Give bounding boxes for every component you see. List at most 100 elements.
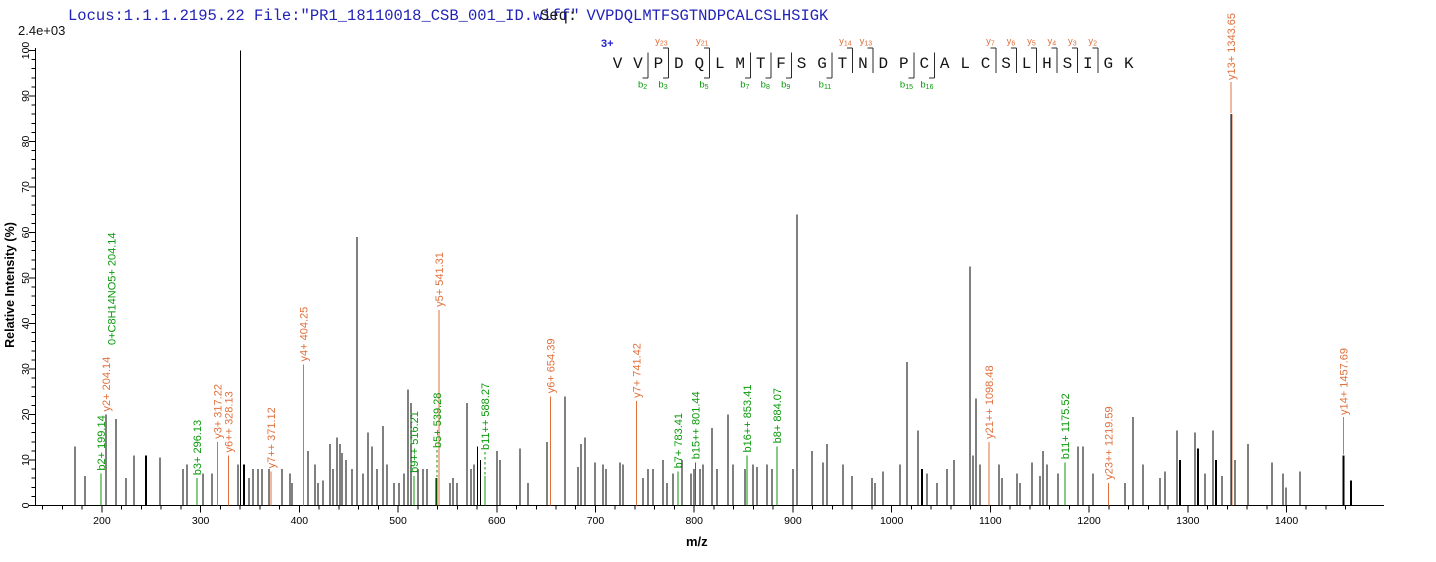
b-ion-label: b5 <box>699 80 708 92</box>
residue-letter: F <box>776 55 786 73</box>
x-tick-label: 1200 <box>1077 515 1101 527</box>
residue-letter: S <box>1001 55 1011 73</box>
peak-label: b16++ 853.41 <box>742 385 754 453</box>
residue-letter: C <box>981 55 991 73</box>
y-tick-label: 50 <box>20 272 32 284</box>
residue-letter: S <box>1063 55 1073 73</box>
y-tick-label: 60 <box>20 227 32 239</box>
residue-letter: L <box>960 55 970 73</box>
peak-label: y4+ 404.25 <box>299 307 311 362</box>
y-tick-label: 10 <box>20 454 32 466</box>
residue-letter: V <box>613 55 623 73</box>
residue-letter: C <box>919 55 929 73</box>
x-tick-label: 500 <box>389 515 407 527</box>
x-tick-label: 1300 <box>1176 515 1200 527</box>
peak-label: y5+ 541.31 <box>434 252 446 307</box>
y-tick-label: 40 <box>20 318 32 330</box>
y-ion-label: y7 <box>986 36 995 48</box>
locus-info: Locus:1.1.1.2195.22 File:"PR1_18110018_C… <box>68 7 580 25</box>
peak-label: y14+ 1457.69 <box>1338 348 1350 415</box>
peak-label: b15++ 801.44 <box>691 391 703 459</box>
seq-label: Seq: <box>540 7 587 25</box>
peptide-sequence-text: VVPDQLMTFSGTNDPCALCSLHSIGK <box>586 7 829 25</box>
axes: 0 10 20 30 40 50 60 70 80 90 100 200 300 400 500 600 700… <box>3 42 1384 549</box>
peak-label: y6++ 328.13 <box>223 391 235 452</box>
y-axis-title: Relative Intensity (%) <box>3 222 17 348</box>
peak-label: y23++ 1219.59 <box>1103 406 1115 479</box>
sequence-info: Seq: VVPDQLMTFSGTNDPCALCSLHSIGK <box>540 7 828 25</box>
y-tick-label: 20 <box>20 409 32 421</box>
residue-letter: M <box>735 55 745 73</box>
y-tick-label: 100 <box>20 42 32 60</box>
peak-label: y21++ 1098.48 <box>984 365 996 438</box>
residue-letter: T <box>838 55 848 73</box>
b-ion-label: b9 <box>781 80 790 92</box>
residue-letter: P <box>899 55 909 73</box>
y-tick-label: 0 <box>20 502 32 508</box>
peak-label: b3+ 296.13 <box>192 420 204 475</box>
y-tick-label: 90 <box>20 90 32 102</box>
residue-letter: D <box>674 55 684 73</box>
y-tick-label: 30 <box>20 363 32 375</box>
residue-letter: H <box>1042 55 1052 73</box>
y-ion-label: y23 <box>655 36 668 48</box>
b-ion-label: b7 <box>740 80 749 92</box>
x-tick-label: 300 <box>192 515 210 527</box>
b-ion-label: b16 <box>920 80 933 92</box>
peak-label: b2+ 199.14 <box>96 415 108 470</box>
peak-label: b11+ 1175.52 <box>1060 393 1072 459</box>
peak-label: y7++ 371.12 <box>266 407 278 468</box>
residue-letter: I <box>1083 55 1093 73</box>
residue-letter: A <box>940 55 950 73</box>
residue-letter: Q <box>694 55 704 73</box>
b-ion-label: b3 <box>658 80 667 92</box>
peak-label: y6+ 654.39 <box>545 339 557 394</box>
y-tick-label: 80 <box>20 136 32 148</box>
peak-label: b5+ 539.28 <box>432 393 444 448</box>
peak-label: b9++ 516.21 <box>409 411 421 473</box>
residue-letter: N <box>858 55 868 73</box>
y-ion-label: y21 <box>696 36 709 48</box>
b-ion-label: b15 <box>900 80 913 92</box>
x-tick-label: 200 <box>93 515 111 527</box>
b-ion-label: b2 <box>638 80 647 92</box>
residue-letter: P <box>654 55 664 73</box>
y-ion-label: y6 <box>1007 36 1016 48</box>
x-tick-label: 1400 <box>1275 515 1299 527</box>
residue-letter: K <box>1124 55 1134 73</box>
residue-letter: L <box>715 55 725 73</box>
y-ion-label: y13 <box>860 36 873 48</box>
y-ion-label: y4 <box>1048 36 1057 48</box>
peak-labels: b2+ 199.14 y2+ 204.14 0+C8H14NO5+ 204.14 b3… <box>96 13 1350 480</box>
peak-label: 0+C8H14NO5+ 204.14 <box>107 232 119 345</box>
b-ion-label: b11 <box>819 80 832 92</box>
x-tick-label: 1000 <box>880 515 904 527</box>
residue-letter: D <box>879 55 889 73</box>
residue-letter: V <box>633 55 643 73</box>
intensity-scale-label: 2.4e+03 <box>18 23 66 38</box>
x-tick-label: 700 <box>587 515 605 527</box>
x-tick-label: 400 <box>291 515 309 527</box>
x-tick-label: 600 <box>488 515 506 527</box>
residue-letter: L <box>1022 55 1032 73</box>
peak-label: b11++ 588.27 <box>480 383 492 450</box>
peak-label: y13+ 1343.65 <box>1226 13 1238 80</box>
b-ion-label: b8 <box>761 80 770 92</box>
residue-letter: G <box>817 55 827 73</box>
peaks <box>74 50 1353 506</box>
y-tick-label: 70 <box>20 181 32 193</box>
y-ion-label: y5 <box>1027 36 1036 48</box>
peak-label: y2+ 204.14 <box>101 357 113 412</box>
y-ion-label: y3 <box>1068 36 1077 48</box>
precursor-charge: 3+ <box>601 38 614 50</box>
peak-label: y7+ 741.42 <box>631 343 643 398</box>
peak-label: y3+ 317.22 <box>213 384 225 439</box>
residue-letter: G <box>1103 55 1113 73</box>
residue-letter: S <box>797 55 807 73</box>
y-ion-label: y14 <box>839 36 852 48</box>
y-ion-label: y2 <box>1088 36 1097 48</box>
x-tick-label: 1100 <box>979 515 1002 527</box>
